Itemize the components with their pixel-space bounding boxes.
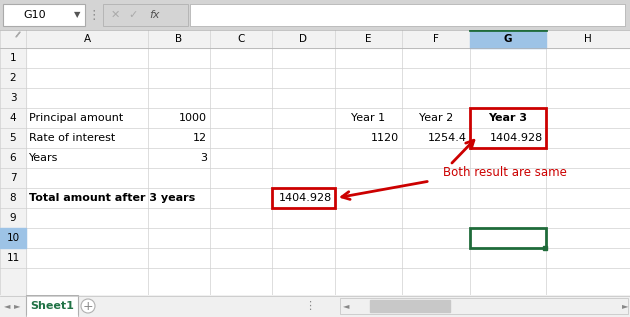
Text: ⋮: ⋮ [88, 9, 100, 22]
Text: ✕: ✕ [110, 10, 120, 20]
Bar [370, 300, 450, 312]
Bar [543, 246, 547, 250]
Bar [0, 228, 26, 248]
Text: Year 1: Year 1 [352, 113, 386, 123]
Text: 12: 12 [193, 133, 207, 143]
Text: ▼: ▼ [74, 10, 80, 20]
Text: E: E [365, 34, 372, 44]
Bar [0, 30, 630, 48]
Text: Principal amount: Principal amount [29, 113, 123, 123]
Text: 8: 8 [9, 193, 16, 203]
Text: 5: 5 [9, 133, 16, 143]
Text: 1: 1 [9, 53, 16, 63]
Bar [26, 295, 78, 316]
Text: 6: 6 [9, 153, 16, 163]
Bar [190, 4, 625, 26]
Bar [470, 228, 546, 248]
Text: Years: Years [29, 153, 59, 163]
Text: G10: G10 [24, 10, 47, 20]
Text: ◄: ◄ [4, 301, 10, 310]
Text: 1404.928: 1404.928 [490, 133, 543, 143]
Text: G: G [504, 34, 512, 44]
Bar [470, 30, 546, 48]
Bar [3, 4, 85, 26]
Text: 11: 11 [6, 253, 20, 263]
Circle shape [81, 299, 95, 313]
Text: ✓: ✓ [129, 10, 138, 20]
Bar [340, 298, 628, 314]
Text: 3: 3 [200, 153, 207, 163]
Text: 9: 9 [9, 213, 16, 223]
Text: ⋮: ⋮ [304, 301, 316, 311]
Text: 10: 10 [6, 233, 20, 243]
Text: +: + [83, 300, 93, 313]
Text: Year 2: Year 2 [419, 113, 453, 123]
Text: C: C [238, 34, 244, 44]
Text: H: H [584, 34, 592, 44]
Text: Both result are same: Both result are same [443, 166, 567, 179]
Text: 1000: 1000 [179, 113, 207, 123]
Text: 1120: 1120 [371, 133, 399, 143]
Text: Sheet1: Sheet1 [30, 301, 74, 311]
Text: 7: 7 [9, 173, 16, 183]
Text: 1254.4: 1254.4 [428, 133, 467, 143]
Text: 1404.928: 1404.928 [278, 193, 332, 203]
FancyArrow shape [16, 32, 20, 37]
Text: D: D [299, 34, 307, 44]
Bar [272, 188, 335, 208]
Text: A: A [83, 34, 91, 44]
Bar [103, 4, 188, 26]
Text: 3: 3 [9, 93, 16, 103]
Bar [470, 108, 546, 148]
Bar [27, 315, 77, 317]
Text: 4: 4 [9, 113, 16, 123]
Text: F: F [433, 34, 439, 44]
Text: Total amount after 3 years: Total amount after 3 years [29, 193, 195, 203]
Text: fx: fx [150, 10, 160, 20]
Text: B: B [175, 34, 183, 44]
Text: 2: 2 [9, 73, 16, 83]
Bar [0, 48, 26, 295]
Text: ►: ► [14, 301, 20, 310]
Text: Rate of interest: Rate of interest [29, 133, 115, 143]
Text: Year 3: Year 3 [488, 113, 527, 123]
Text: ◄: ◄ [343, 301, 349, 310]
Text: ►: ► [622, 301, 628, 310]
